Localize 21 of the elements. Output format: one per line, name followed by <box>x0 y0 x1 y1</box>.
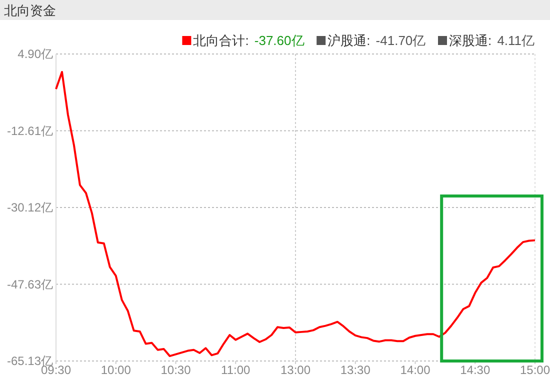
x-tick-label: 13:30 <box>340 363 371 377</box>
text: 深股通: <box>449 33 492 48</box>
text: -37.60亿 <box>254 33 304 48</box>
x-tick-label: 13:00 <box>280 363 311 377</box>
x-tick-label: 14:00 <box>400 363 431 377</box>
y-tick-label: -30.12亿 <box>6 200 53 215</box>
y-tick-label: -65.13亿 <box>6 354 53 368</box>
text: 4.11亿 <box>497 33 535 48</box>
x-tick-label: 10:30 <box>160 363 192 377</box>
line-series <box>55 70 536 358</box>
text: 沪股通: <box>328 33 370 48</box>
chart-title: 北向资金 <box>4 3 56 18</box>
x-tick-label: 14:30 <box>460 363 490 377</box>
y-tick-label: 4.90亿 <box>18 47 53 62</box>
x-tick-label: 11:00 <box>221 363 251 377</box>
y-tick-label: -47.63亿 <box>6 277 53 292</box>
text: -41.70亿 <box>376 33 426 48</box>
x-tick-label: 15:00 <box>520 363 550 377</box>
legend-label: 北向合计: <box>193 33 249 48</box>
y-tick-label: -12.61亿 <box>6 124 53 138</box>
x-tick-label: 10:00 <box>100 363 132 377</box>
